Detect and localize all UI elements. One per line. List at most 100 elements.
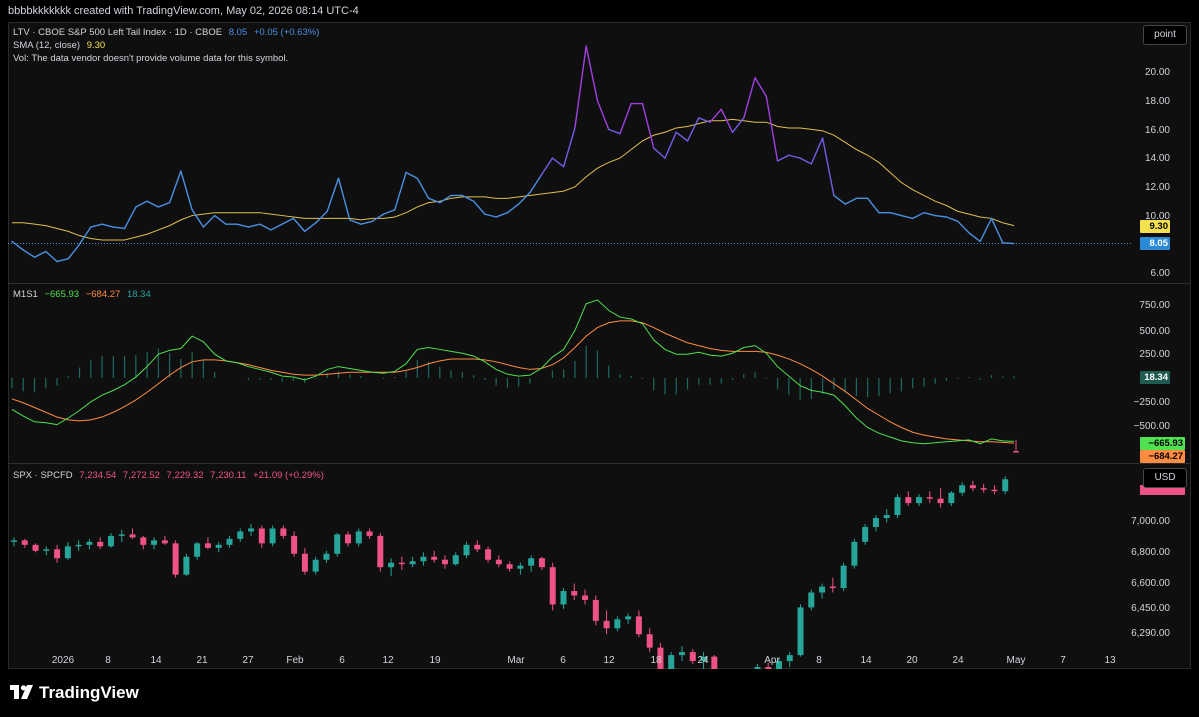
spx-candle-body xyxy=(646,634,653,648)
m1s1-ytick: −500.00 xyxy=(1133,421,1170,432)
ltv-line-segment xyxy=(326,177,340,212)
xaxis-label: 24 xyxy=(952,655,964,666)
tradingview-logo-icon xyxy=(10,685,33,699)
ltv-line-segment xyxy=(607,128,621,135)
spx-candle-body xyxy=(991,489,998,492)
spx-candle-body xyxy=(161,540,168,544)
scale-mode-button[interactable]: point xyxy=(1143,25,1187,45)
ltv-line-segment xyxy=(788,154,801,159)
spx-candle-body xyxy=(711,656,718,669)
ltv-line-segment xyxy=(337,177,351,221)
spx-candle-body xyxy=(463,544,470,556)
spx-candle-body xyxy=(937,498,944,504)
spx-candle-body xyxy=(258,528,265,544)
ltv-line-segment xyxy=(382,209,396,215)
ltv-line-segment xyxy=(90,223,103,228)
spx-candle-body xyxy=(291,535,298,554)
ltv-line-segment xyxy=(394,171,407,211)
spx-candle-body xyxy=(829,586,836,589)
spx-candle-body xyxy=(528,558,535,566)
ltv-line-segment xyxy=(405,171,419,179)
spx-candle-body xyxy=(840,565,847,589)
spx-candle-body xyxy=(905,497,912,504)
spx-candle-body xyxy=(980,488,987,490)
spx-candle-body xyxy=(538,558,545,568)
ltv-line-segment xyxy=(641,102,655,149)
spx-candle-body xyxy=(269,528,276,544)
spx-ytick: 6,600.00 xyxy=(1131,578,1170,589)
ltv-line-segment xyxy=(213,214,227,225)
spx-candle-body xyxy=(657,647,664,669)
ltv-line-segment xyxy=(371,213,385,223)
spx-candle-body xyxy=(582,595,589,600)
m1s1-ytick: 500.00 xyxy=(1139,326,1170,337)
spx-legend-symbol: SPX · SPCFD xyxy=(13,470,73,481)
m1s1-legend-label: M1S1 xyxy=(13,289,38,300)
spx-candle-body xyxy=(280,528,287,536)
spx-candle-body xyxy=(603,620,610,629)
xaxis-label: 12 xyxy=(382,655,394,666)
spx-candle-body xyxy=(334,534,341,554)
ltv-line-segment xyxy=(427,197,441,204)
spx-candle-body xyxy=(140,537,147,545)
spx-candle-body xyxy=(409,561,416,565)
ltv-line-segment xyxy=(56,257,69,263)
ltv-line-segment xyxy=(990,217,1004,244)
xaxis-label: 8 xyxy=(816,655,822,666)
spx-candle-body xyxy=(43,549,50,551)
spx-candle-body xyxy=(571,591,578,596)
ltv-ytick: 12.00 xyxy=(1144,182,1170,193)
spx-candle-body xyxy=(700,656,707,662)
sma-legend-label: SMA (12, close) xyxy=(13,40,81,51)
spx-ytick: 6,290.00 xyxy=(1131,628,1170,639)
ltv-ytick: 16.00 xyxy=(1144,125,1170,136)
ltv-line-segment xyxy=(180,170,193,211)
ltv-line-segment xyxy=(731,117,745,133)
spx-legend-close: 7,230.11 xyxy=(210,470,247,481)
ltv-line-segment xyxy=(33,250,47,258)
xaxis-label: 13 xyxy=(1104,655,1116,666)
pane-separator-1[interactable] xyxy=(8,283,1191,284)
ltv-line-segment xyxy=(270,223,283,231)
spx-candle-body xyxy=(86,541,93,545)
ltv-line-segment xyxy=(810,137,824,165)
ltv-line-segment xyxy=(45,250,58,263)
ltv-line-segment xyxy=(315,210,328,224)
ltv-line-segment xyxy=(135,200,148,208)
ltv-line-segment xyxy=(506,203,520,214)
ltv-line-segment xyxy=(911,211,925,220)
spx-candle-body xyxy=(420,556,427,562)
ltv-line-segment xyxy=(123,206,137,230)
ltv-line-segment xyxy=(799,157,813,165)
ltv-line-segment xyxy=(934,214,948,218)
ltv-line-segment xyxy=(979,217,993,243)
ltv-line-segment xyxy=(78,226,92,245)
spx-candle-body xyxy=(1013,451,1019,453)
spx-candle-body xyxy=(549,567,556,605)
spx-candle-body xyxy=(592,599,599,621)
spx-legend-high: 7,272.52 xyxy=(122,470,160,481)
spx-candle-body xyxy=(517,565,524,569)
ltv-line-segment xyxy=(574,45,587,129)
ltv-line-segment xyxy=(776,154,790,162)
currency-button[interactable]: USD xyxy=(1143,468,1187,488)
ltv-line-segment xyxy=(67,243,81,260)
m1s1-ytick: −250.00 xyxy=(1133,397,1170,408)
spx-candle-body xyxy=(11,540,17,542)
spx-candle-body xyxy=(819,586,826,593)
spx-candle-body xyxy=(959,485,966,493)
ltv-line-segment xyxy=(653,147,666,159)
spx-candle-body xyxy=(926,497,933,499)
spx-candle-body xyxy=(765,667,772,669)
brand-name: TradingView xyxy=(39,683,139,702)
pane-separator-2[interactable] xyxy=(8,463,1191,464)
spx-candle-body xyxy=(151,540,158,545)
xaxis-label: 19 xyxy=(429,655,441,666)
ltv-line-segment xyxy=(461,194,475,202)
ltv-legend-change: +0.05 (+0.63%) xyxy=(253,27,320,38)
m1s1-legend-slow: −684.27 xyxy=(85,289,121,300)
chart-plot-area[interactable] xyxy=(8,22,1133,669)
ltv-line-segment xyxy=(900,214,914,220)
ltv-line-segment xyxy=(821,137,835,197)
xaxis-label: 2026 xyxy=(51,655,75,666)
